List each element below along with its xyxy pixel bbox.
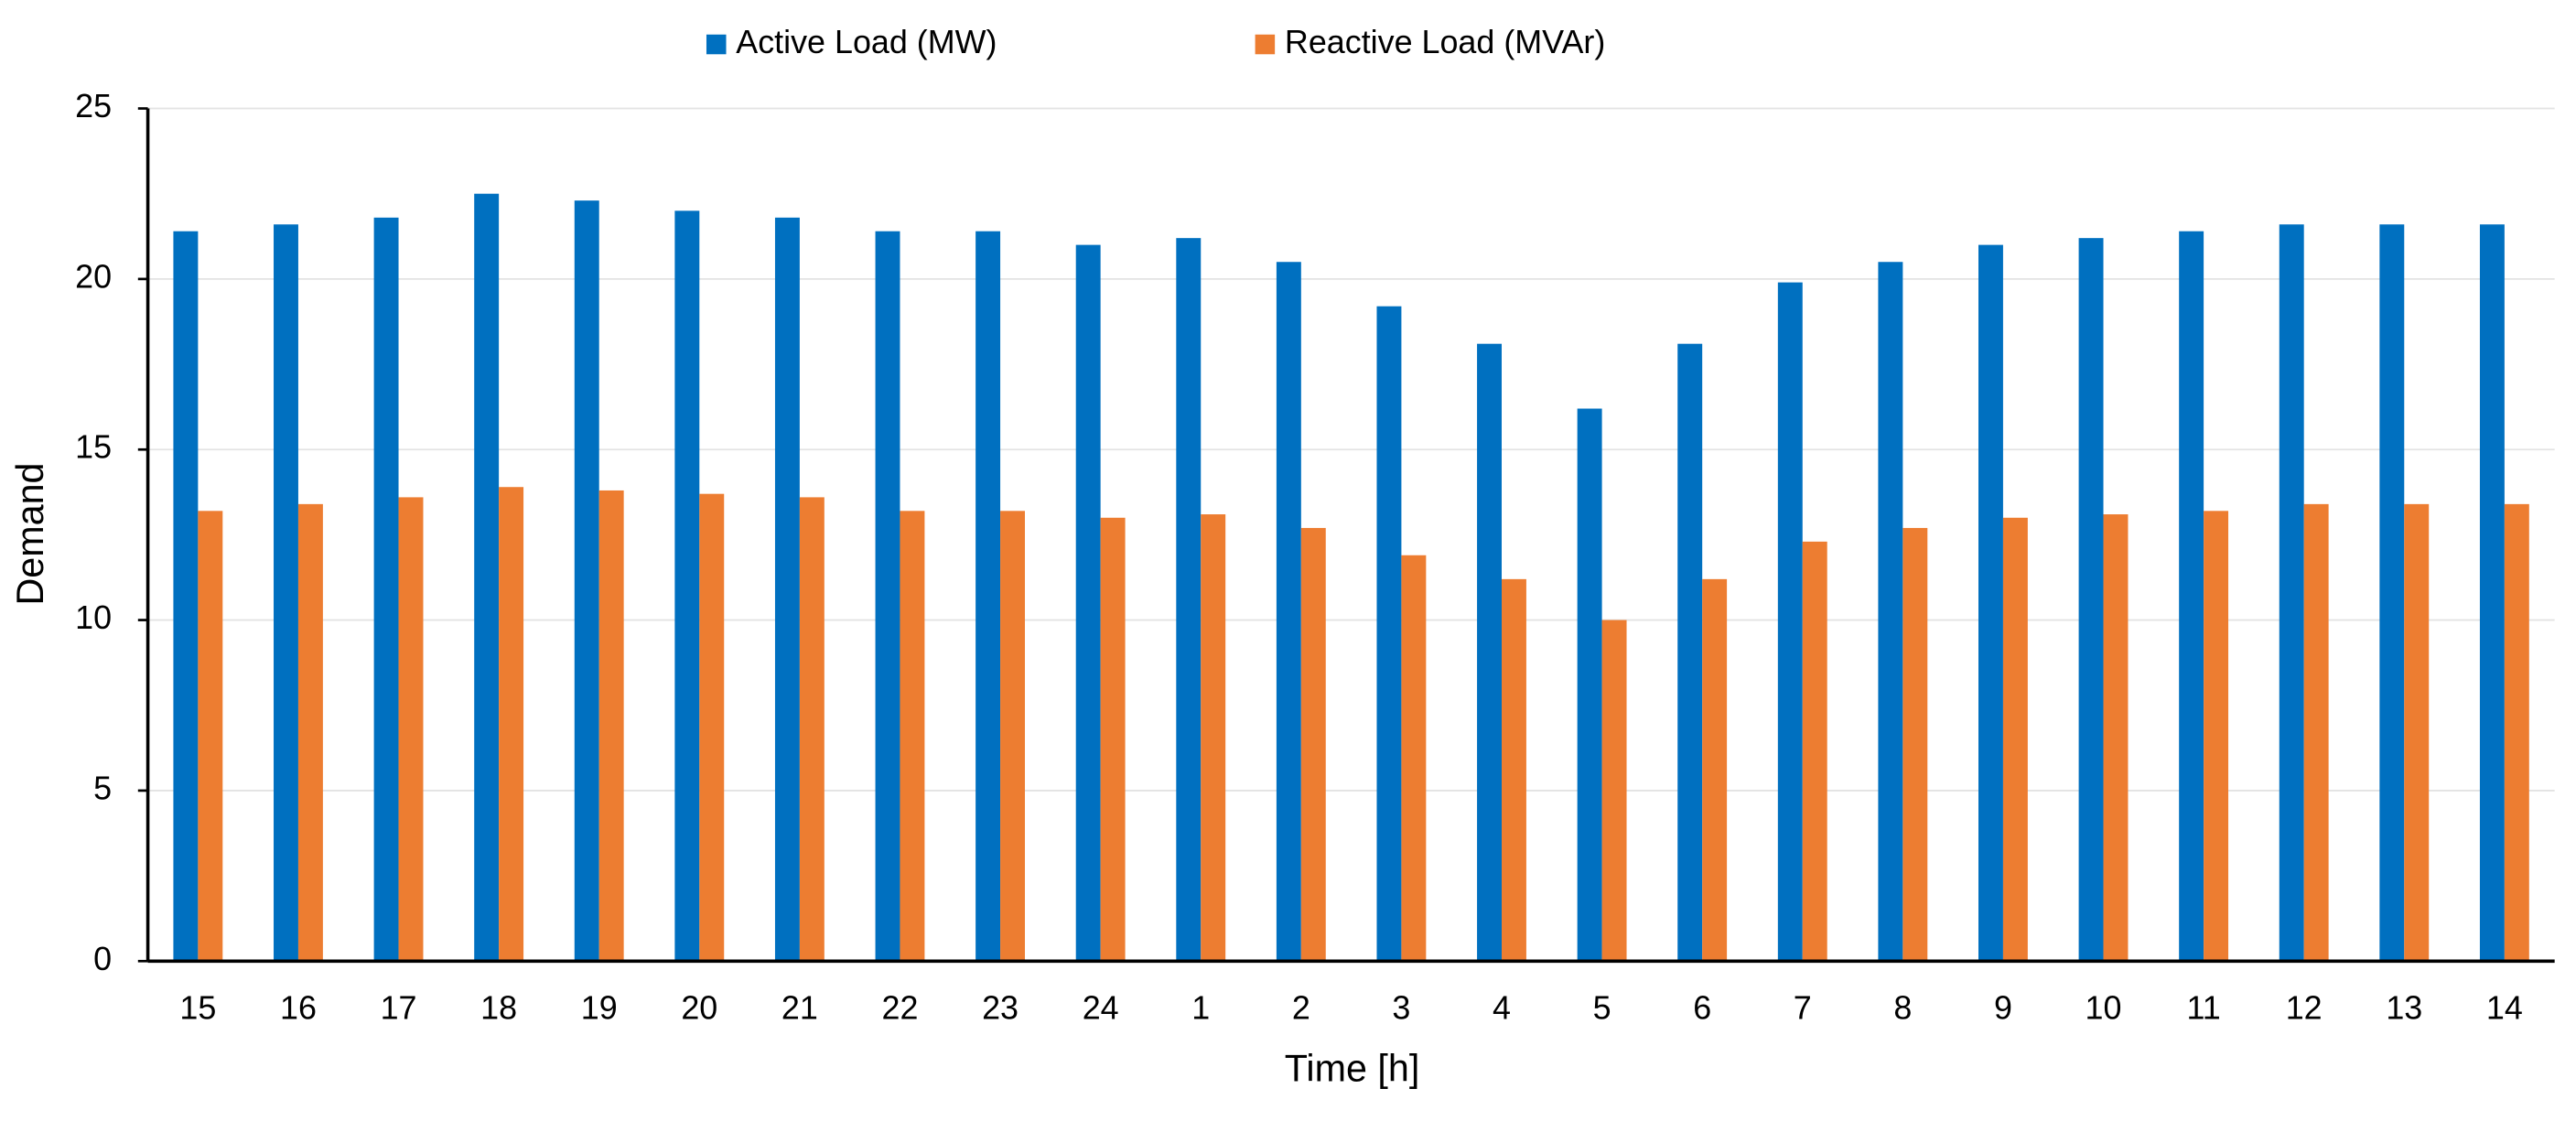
bar [1300,527,1326,962]
y-tick-label: 15 [75,429,112,466]
bar [2179,231,2204,962]
bar [799,497,825,962]
bar [1777,282,1803,962]
bar [2504,503,2529,962]
bar [1075,244,1101,962]
bar [875,231,900,962]
bar [2404,503,2430,962]
bar [297,503,323,962]
x-tick-label: 13 [2386,990,2422,1027]
bar [499,487,524,962]
bar [2303,503,2329,962]
y-tick-label: 0 [93,941,112,977]
legend-swatch [706,34,727,55]
bar [774,217,800,962]
bar [1978,244,2003,962]
bar [598,490,624,962]
bar [574,200,599,962]
y-tick-label: 25 [75,88,112,124]
x-tick-label: 15 [179,990,216,1027]
bar [398,497,424,962]
x-tick-label: 10 [2086,990,2122,1027]
x-tick-label: 14 [2486,990,2523,1027]
bar [1878,262,1903,962]
y-axis-title: Demand [9,462,51,605]
x-tick-label: 8 [1893,990,1912,1027]
x-tick-label: 7 [1794,990,1812,1027]
bar [173,231,199,962]
bar [699,493,725,962]
bar [1501,578,1526,962]
x-axis-title: Time [h] [1285,1047,1420,1089]
y-tick-label: 10 [75,599,112,636]
legend-swatch [1255,34,1276,55]
bar [1176,238,1202,962]
bar [1100,517,1126,962]
x-tick-label: 23 [982,990,1019,1027]
bar [674,210,700,962]
x-tick-label: 4 [1493,990,1511,1027]
x-tick-label: 5 [1593,990,1611,1027]
y-tick-label: 20 [75,258,112,295]
bar [373,217,399,962]
bar [1902,527,1928,962]
x-tick-label: 18 [480,990,517,1027]
x-tick-label: 2 [1292,990,1310,1027]
x-tick-label: 12 [2286,990,2323,1027]
x-tick-label: 9 [1994,990,2012,1027]
bar [1677,343,1703,962]
x-tick-label: 1 [1191,990,1210,1027]
x-tick-label: 19 [581,990,618,1027]
x-tick-label: 3 [1392,990,1410,1027]
bar [2204,511,2229,962]
legend-label: Active Load (MW) [736,24,997,60]
bar [1477,343,1502,962]
x-tick-label: 22 [882,990,919,1027]
bar [1802,541,1827,962]
bar [2279,224,2304,962]
bar [198,511,223,962]
y-tick-label: 5 [93,770,112,806]
bar [1276,262,1301,962]
bar [1376,306,1402,962]
x-tick-label: 6 [1693,990,1711,1027]
bar [2479,224,2505,962]
legend-label: Reactive Load (MVAr) [1285,24,1605,60]
bar [1000,511,1025,962]
x-tick-label: 24 [1083,990,1119,1027]
bar [2002,517,2028,962]
bar [274,224,298,962]
x-tick-label: 20 [681,990,717,1027]
bar [1702,578,1728,962]
bar [975,231,1001,962]
bar [1601,620,1627,962]
bar [1201,514,1226,962]
x-tick-label: 11 [2186,990,2220,1027]
bar [900,511,925,962]
bar [1577,408,1602,962]
x-tick-label: 16 [280,990,317,1027]
bar [2078,238,2104,962]
bar [2103,514,2129,962]
bar [1401,555,1427,962]
bar [474,193,500,962]
bar [2379,224,2405,962]
x-tick-label: 17 [381,990,417,1027]
x-tick-label: 21 [781,990,818,1027]
